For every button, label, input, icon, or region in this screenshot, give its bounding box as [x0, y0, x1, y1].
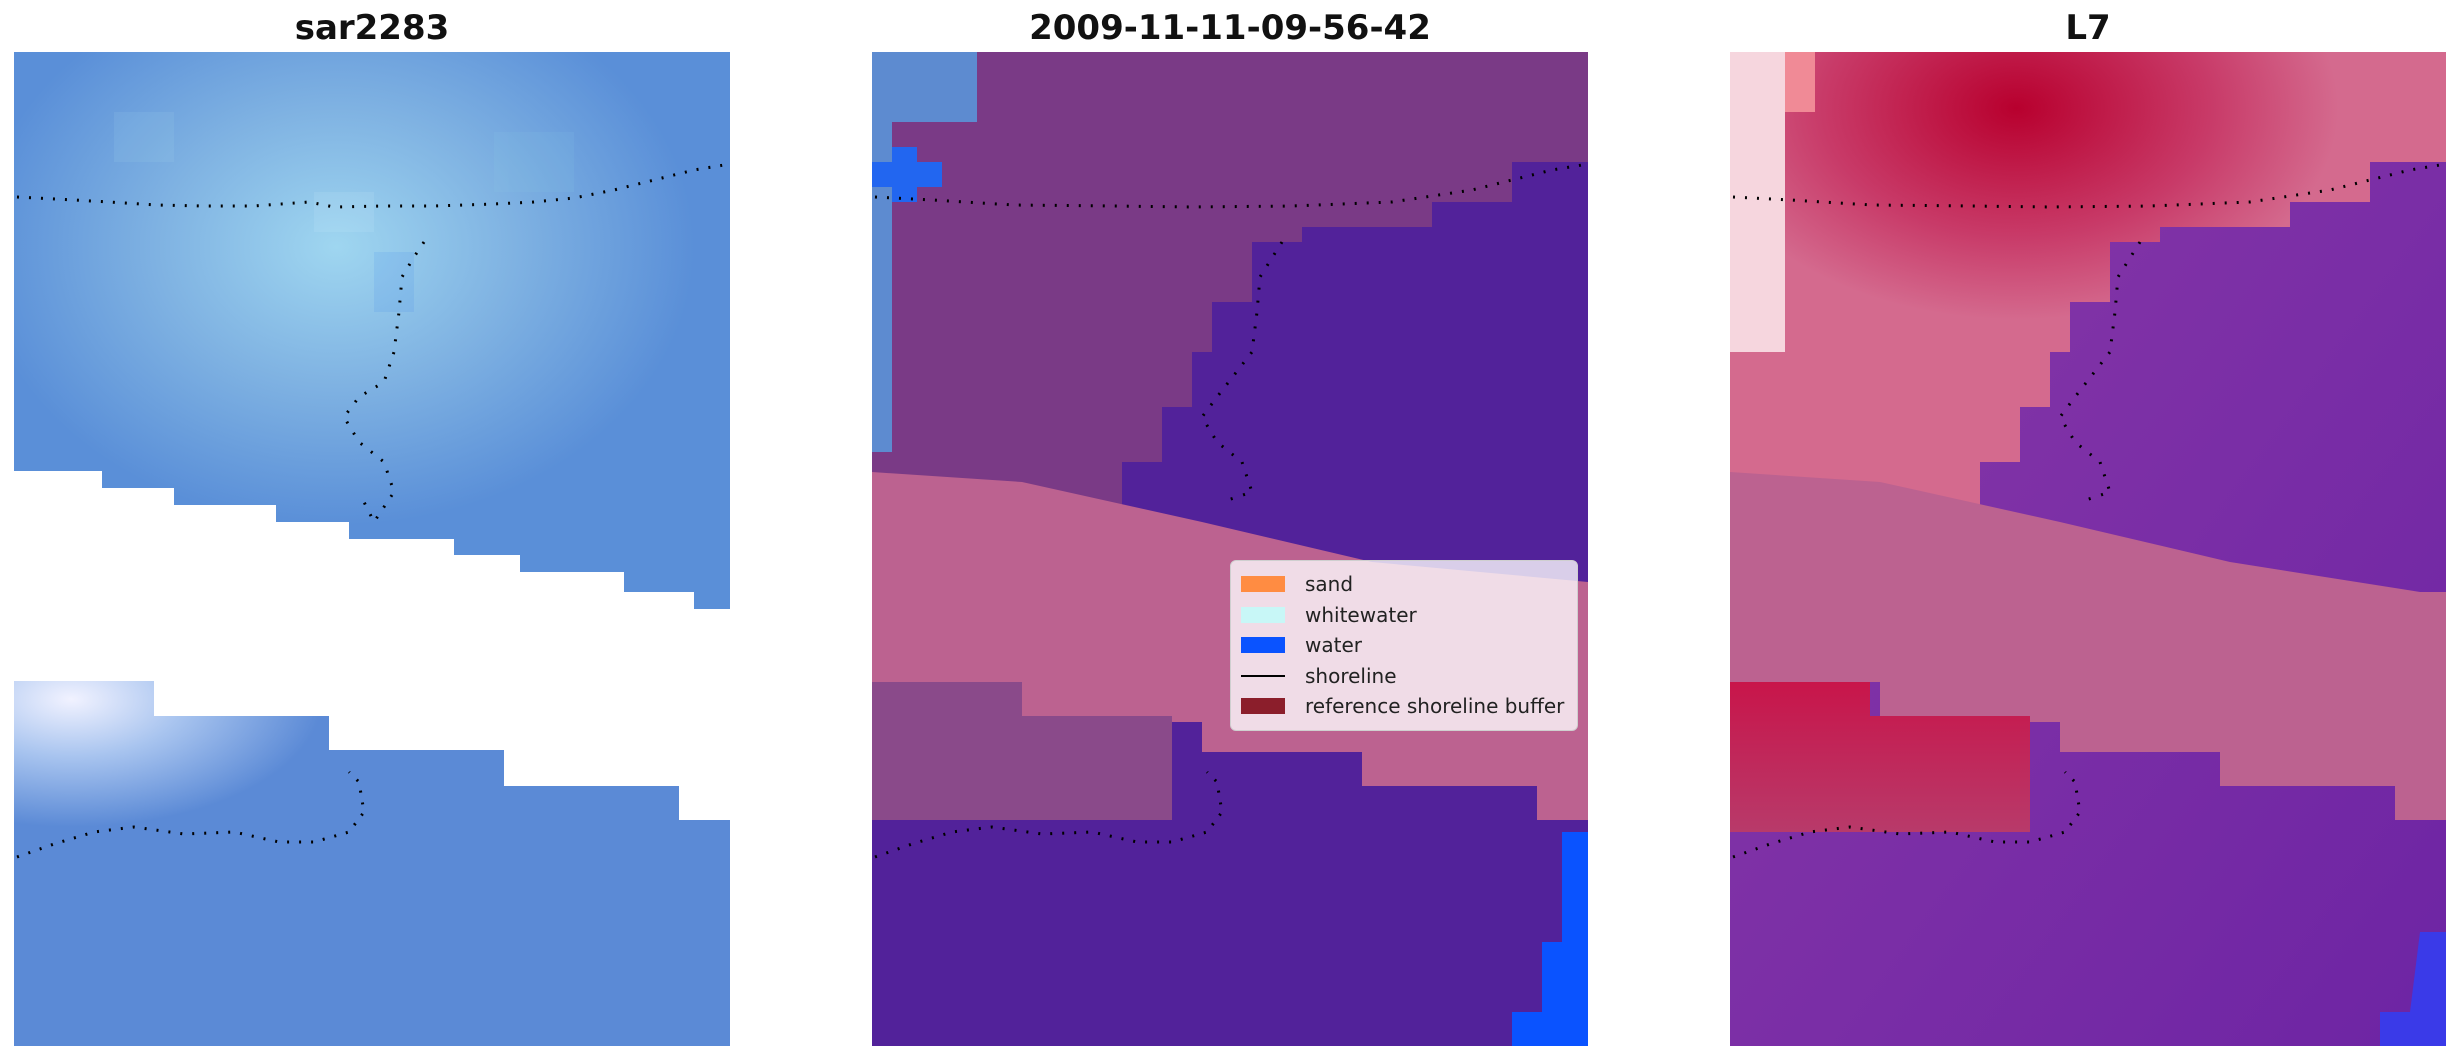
- legend-swatch-reference-buffer: [1241, 698, 1285, 715]
- legend-label-shoreline: shoreline: [1305, 663, 1397, 688]
- rgb-image-panel: [14, 52, 730, 1046]
- panel-title-classification: 2009-11-11-09-56-42: [1029, 8, 1431, 48]
- legend-label-reference-buffer: reference shoreline buffer: [1305, 694, 1565, 719]
- legend-swatch-water: [1241, 637, 1285, 654]
- ndwi-image: [1730, 52, 2446, 1046]
- legend-item-reference-buffer: reference shoreline buffer: [1241, 691, 1567, 722]
- rgb-upper-area: [14, 52, 730, 609]
- classification-panel: [872, 52, 1588, 1046]
- ndwi-blue-corner: [2380, 932, 2446, 1046]
- ndwi-bright-edge: [1730, 52, 1785, 352]
- pixel-texture: [114, 112, 574, 312]
- legend-item-shoreline: shoreline: [1241, 661, 1567, 692]
- class-land-lower: [872, 682, 1172, 820]
- shoreline-upper: [16, 162, 730, 209]
- rgb-lower-area: [14, 681, 730, 1046]
- ndwi-buffer-band: [1730, 472, 2446, 820]
- legend-label-water: water: [1305, 633, 1362, 658]
- legend-label-whitewater: whitewater: [1305, 602, 1417, 627]
- legend-swatch-shoreline: [1241, 674, 1285, 677]
- legend-item-whitewater: whitewater: [1241, 600, 1567, 631]
- ndwi-land-upper: [1730, 52, 2446, 522]
- ndwi-panel: [1730, 52, 2446, 1046]
- legend-item-water: water: [1241, 630, 1567, 661]
- panel-title-rgb: sar2283: [294, 8, 450, 48]
- classification-image: [872, 52, 1588, 1046]
- class-land-upper: [872, 52, 1588, 522]
- rgb-image: [14, 52, 730, 1046]
- water-blue-bottom: [1512, 832, 1588, 1046]
- whitewater-strip: [872, 52, 977, 122]
- legend-item-sand: sand: [1241, 569, 1567, 600]
- legend-swatch-sand: [1241, 576, 1285, 593]
- legend: sand whitewater water shoreline referenc…: [1230, 560, 1578, 731]
- legend-label-sand: sand: [1305, 572, 1354, 597]
- legend-swatch-whitewater: [1241, 606, 1285, 623]
- panel-title-ndwi: L7: [2065, 8, 2111, 48]
- ndwi-land-lower: [1730, 682, 2030, 832]
